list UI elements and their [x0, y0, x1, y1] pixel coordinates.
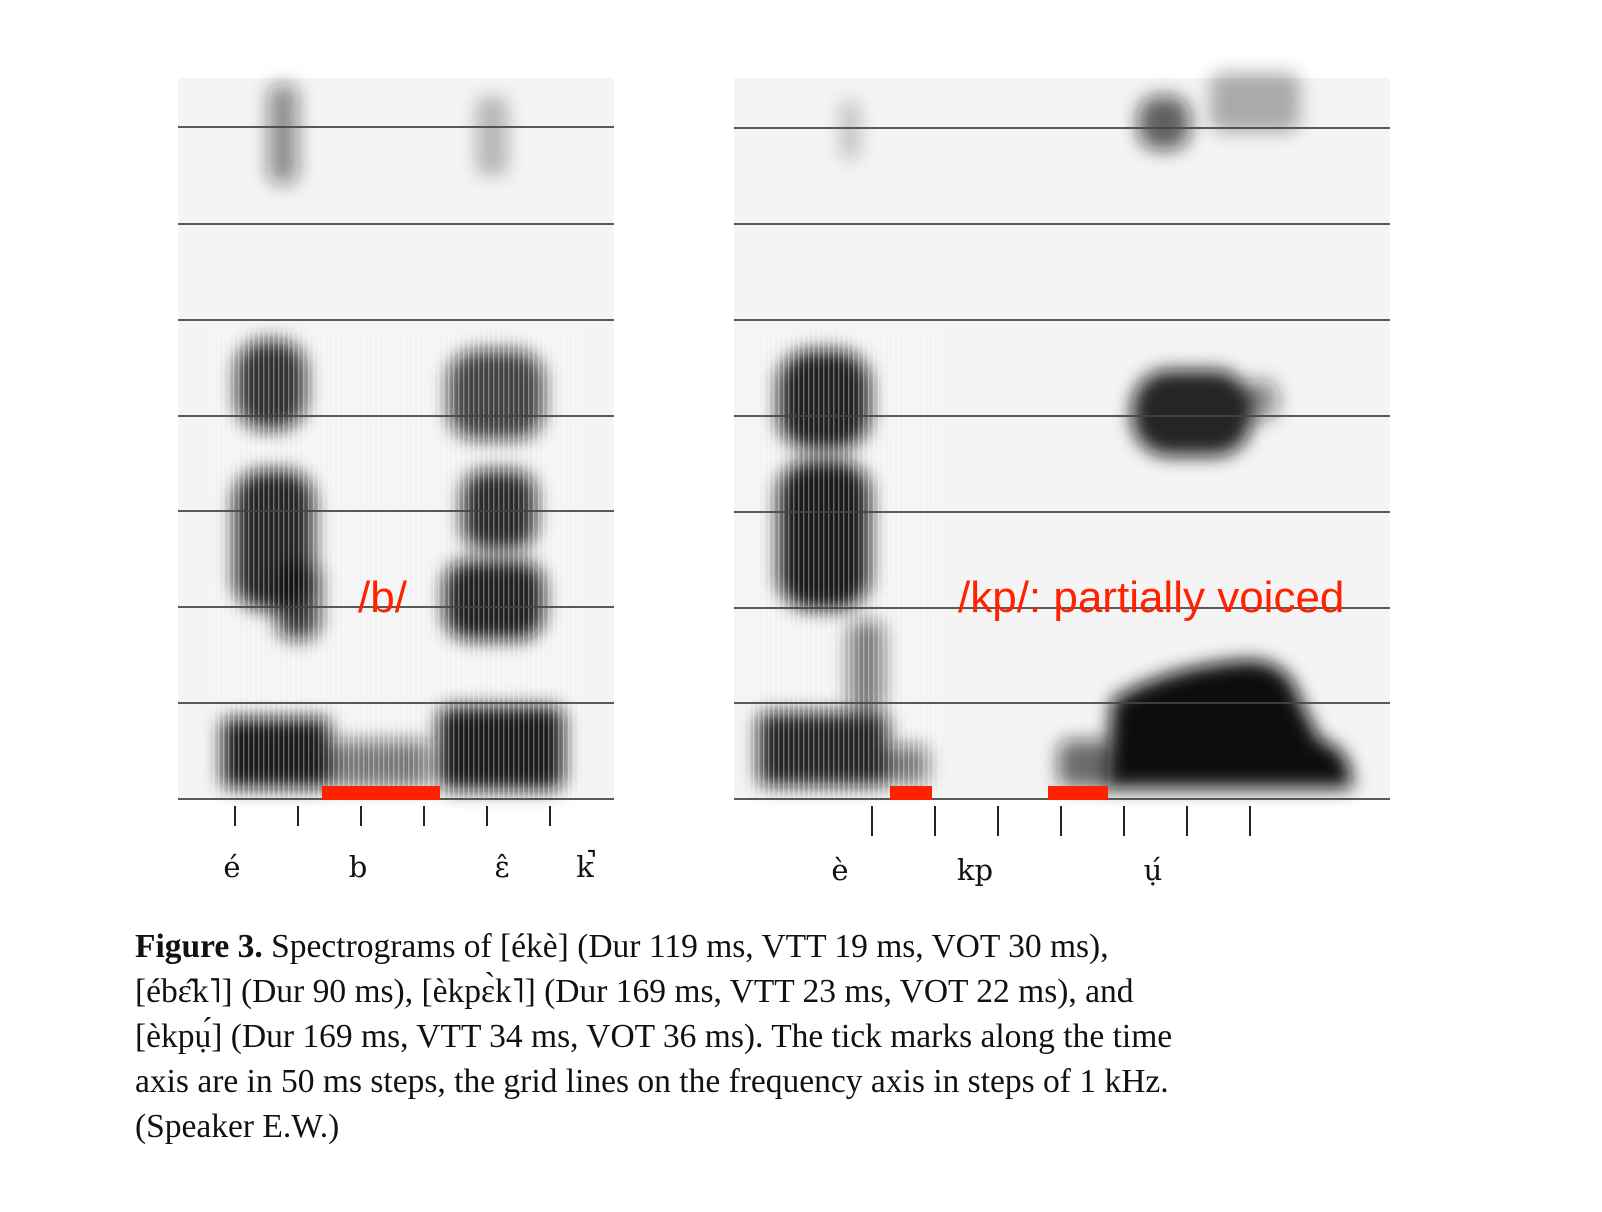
spectrogram-left-striation [210, 330, 580, 800]
annotation-kp: /kp/: partially voiced [958, 573, 1344, 622]
caption-line-5: (Speaker E.W.) [135, 1108, 340, 1145]
voicing-bar-kp-closure [890, 786, 932, 800]
phone-label-right-3: ụ́ [1144, 853, 1163, 887]
voicing-bar-kp-release [1048, 786, 1108, 800]
phone-label-left-3: ɛ̂ [494, 850, 509, 884]
spectrogram-right-striation [740, 330, 940, 800]
spectrogram-figure: é b ɛ̂ k̚ /b/ [178, 72, 1390, 887]
phone-label-right-2: kp [957, 853, 993, 887]
phone-label-right-1: è [831, 853, 848, 887]
phone-label-left-4: k̚ [576, 848, 596, 884]
spectrogram-right-grid [734, 127, 1390, 800]
caption-text-1: Spectrograms of [ékè] (Dur 119 ms, VTT 1… [262, 928, 1109, 965]
voicing-bar-b [322, 786, 440, 800]
spectrogram-right: è kp ụ́ /kp/: partially voiced [734, 72, 1390, 887]
spectrogram-left: é b ɛ̂ k̚ /b/ [178, 78, 614, 884]
caption-line-2: [ébɛ̂k˥] (Dur 90 ms), [èkpɛ̀k˥] (Dur 169… [135, 973, 1134, 1010]
phone-label-left-1: é [223, 850, 240, 884]
caption-line-4: axis are in 50 ms steps, the grid lines … [135, 1063, 1169, 1100]
caption-line-3: [èkpụ́] (Dur 169 ms, VTT 34 ms, VOT 36 m… [135, 1018, 1173, 1055]
caption-line-1: Figure 3. Spectrograms of [ékè] (Dur 119… [135, 924, 1455, 969]
figure-caption: Figure 3. Spectrograms of [ékè] (Dur 119… [135, 924, 1455, 1149]
vowel-u-low-formant [1106, 660, 1352, 788]
annotation-b: /b/ [358, 573, 408, 622]
phone-label-left-2: b [349, 850, 368, 884]
time-ticks-left [234, 806, 551, 826]
time-ticks-right [871, 806, 1251, 836]
caption-label: Figure 3. [135, 928, 263, 965]
